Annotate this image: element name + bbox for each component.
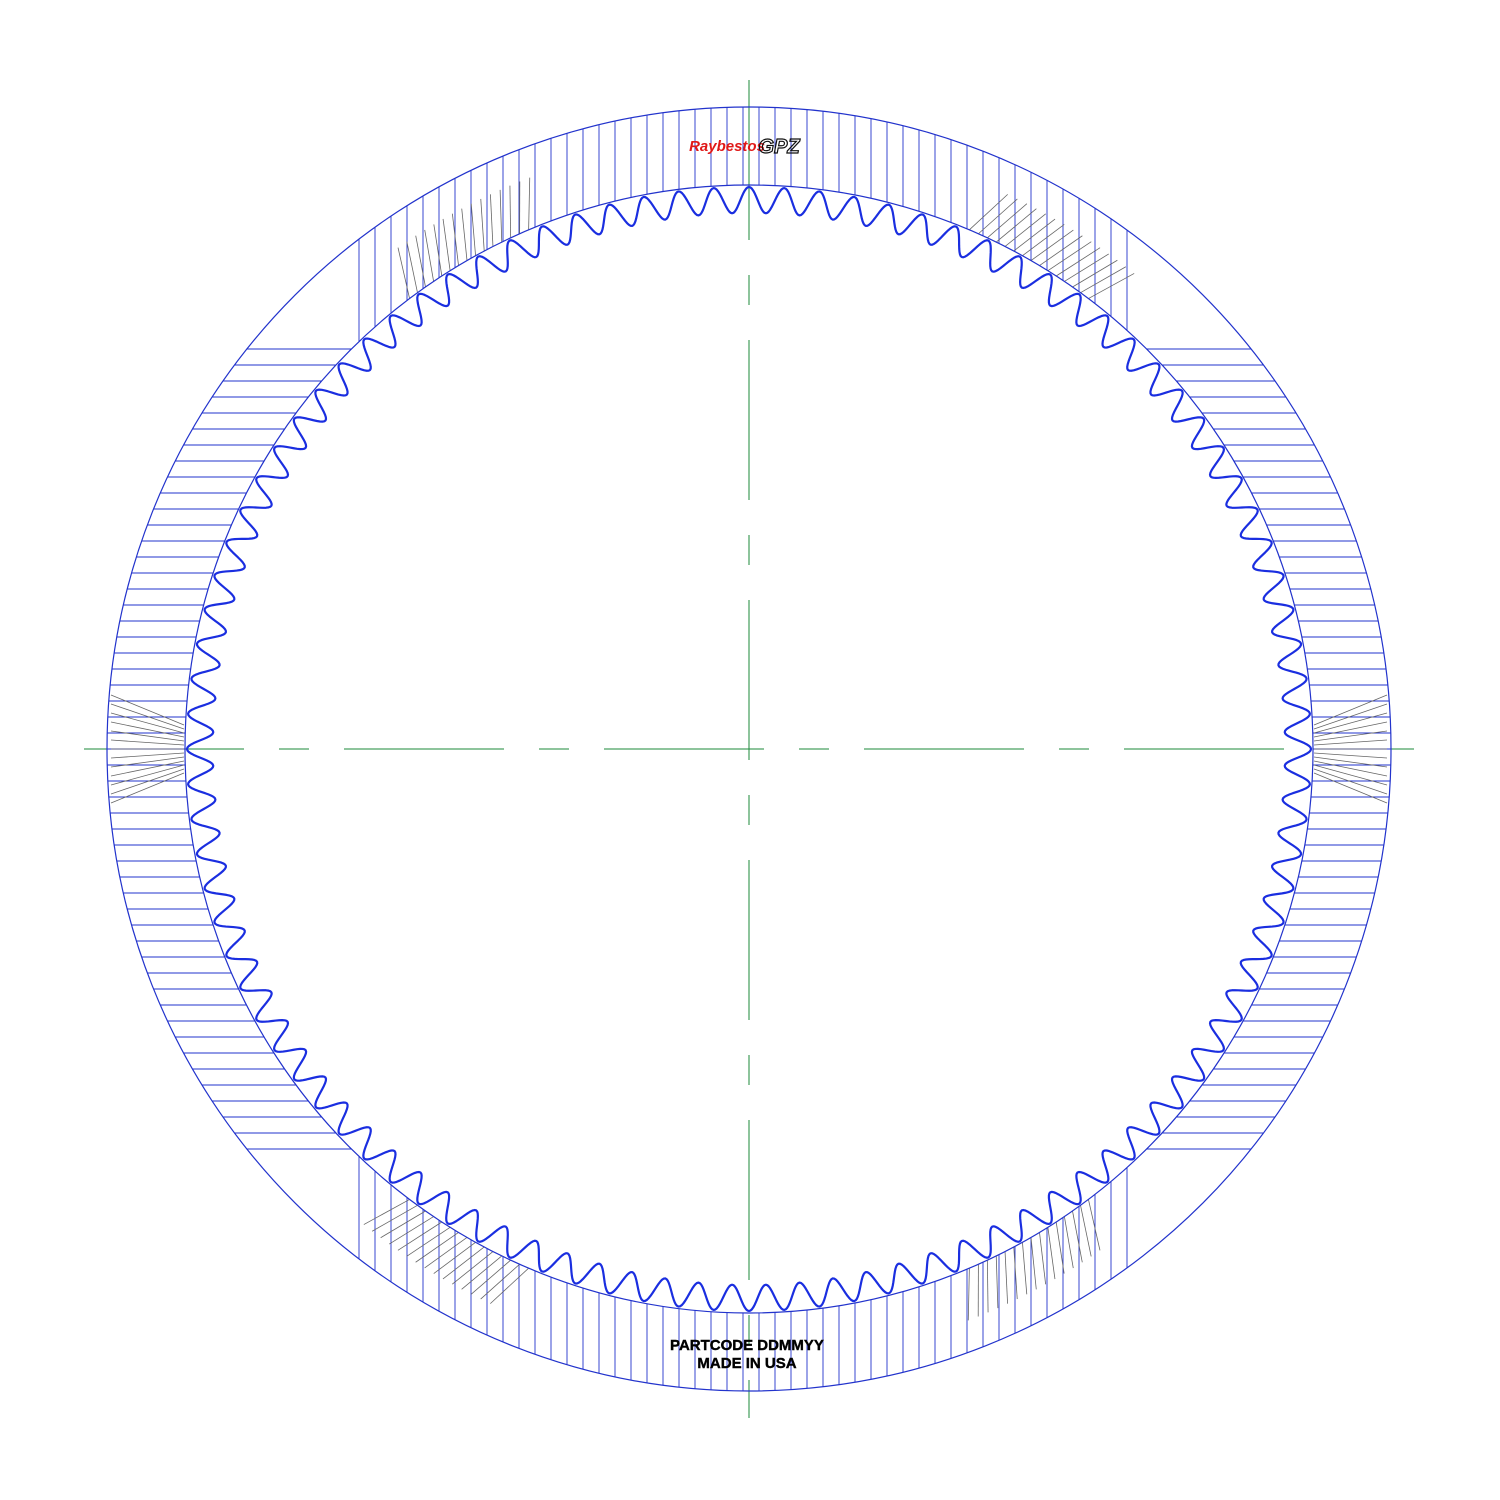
hatch-line-bottom-left [490,1267,529,1304]
fan-line-right [1313,712,1388,734]
hatch-line-top-left [499,189,503,243]
hatch-line-bottom-left [480,1263,520,1300]
hatch-line-bottom-left [424,1237,468,1269]
hatch-line-top-right [969,194,1008,231]
hatch-line-bottom-left [363,1199,410,1225]
fan-line-right [1313,764,1388,786]
fan-line-left [110,712,185,734]
fan-line-right [1313,760,1388,777]
hatch-line-bottom-right [995,1255,999,1309]
fan-line-left [110,764,185,786]
fan-line-right [1313,739,1388,746]
fan-line-left [110,721,185,738]
hatch-line-top-left [397,247,410,299]
hatch-line-top-right [1004,213,1047,247]
fan-line-left [110,694,185,726]
hatch-line-top-right [1088,273,1135,299]
fan-line-right [1313,721,1388,738]
hatch-line-top-right [1047,241,1092,272]
fan-line-right [1313,768,1388,795]
friction-grooves [107,107,1391,1391]
hatch-line-top-left [461,208,468,261]
hatch-line-bottom-right [1055,1221,1065,1274]
hatch-line-bottom-left [406,1226,451,1257]
hatch-line-top-left [442,218,451,271]
hatch-line-bottom-left [451,1251,494,1285]
hatch-line-top-left [490,194,494,247]
hatch-line-top-right [978,198,1018,235]
hatch-line-bottom-right [1013,1246,1018,1300]
hatch-line-top-right [1064,253,1109,282]
fan-line-left [110,768,185,795]
hatch-line-bottom-right [967,1268,970,1321]
hatch-line-top-left [433,224,443,277]
fan-line-left [110,730,185,742]
part-code-stamp: PARTCODE DDMMYY [670,1337,824,1354]
fan-line-left [110,772,185,804]
hatch-line-top-right [1072,259,1118,288]
hatch-line-top-left [415,235,426,288]
hatch-line-bottom-left [415,1232,459,1263]
hatch-line-top-right [1030,229,1074,261]
hatch-line-top-left [509,185,512,238]
fan-line-right [1313,703,1388,730]
fan-line-left [110,752,185,759]
fan-line-right [1313,730,1388,742]
internal-spline-teeth [185,185,1313,1313]
hatch-line-bottom-right [1039,1232,1047,1285]
fan-line-right [1313,772,1388,804]
hatch-line-bottom-right [1047,1227,1056,1280]
fan-line-left [110,739,185,746]
fan-line-left [110,756,185,768]
made-in-stamp: MADE IN USA [697,1355,796,1372]
hatch-line-bottom-right [986,1260,989,1313]
fan-line-right [1313,756,1388,768]
hatch-line-top-left [451,213,459,266]
fan-line-left [110,703,185,730]
hatch-line-top-right [1080,266,1127,294]
hatch-line-bottom-left [433,1241,476,1274]
brand-script-logo: Raybestos [689,138,765,155]
hatch-line-top-right [995,208,1037,243]
hatch-line-bottom-right [1022,1242,1028,1295]
hatch-line-top-right [1022,224,1065,257]
brand-logo: Raybestos GPZ [689,135,801,158]
hatch-line-bottom-left [461,1255,503,1290]
hatch-line-bottom-right [1080,1205,1092,1257]
hatch-line-top-left [406,241,418,293]
hatch-line-bottom-right [1004,1251,1008,1304]
hatch-line-top-right [1055,247,1101,277]
hatch-line-top-left [470,203,476,256]
hatch-line-bottom-left [442,1246,485,1280]
fan-line-left [110,760,185,777]
hatch-line-bottom-left [470,1259,511,1295]
hatch-line-top-left [480,198,485,252]
friction-band-inner-edge [184,184,1314,1314]
hatch-line-bottom-left [397,1221,443,1251]
hatch-line-bottom-left [389,1216,434,1245]
hatch-zones [110,177,1388,1321]
hatch-line-top-right [1013,218,1056,252]
hatch-line-top-right [987,203,1028,239]
hatch-line-top-right [1039,235,1083,266]
hatch-line-bottom-right [1030,1237,1037,1290]
outer-diameter [106,106,1392,1392]
hatch-line-bottom-left [380,1210,426,1239]
fan-line-right [1313,752,1388,759]
hatch-line-bottom-right [1063,1216,1074,1269]
hatch-line-top-left [528,177,531,230]
hatch-line-top-left [424,229,435,282]
hatch-line-bottom-left [371,1204,418,1232]
fan-line-right [1313,694,1388,726]
centerlines [84,80,1414,1418]
hatch-line-bottom-right [1088,1199,1101,1251]
gpz-mark-logo: GPZ [758,136,800,158]
hatch-line-bottom-right [1072,1210,1083,1263]
